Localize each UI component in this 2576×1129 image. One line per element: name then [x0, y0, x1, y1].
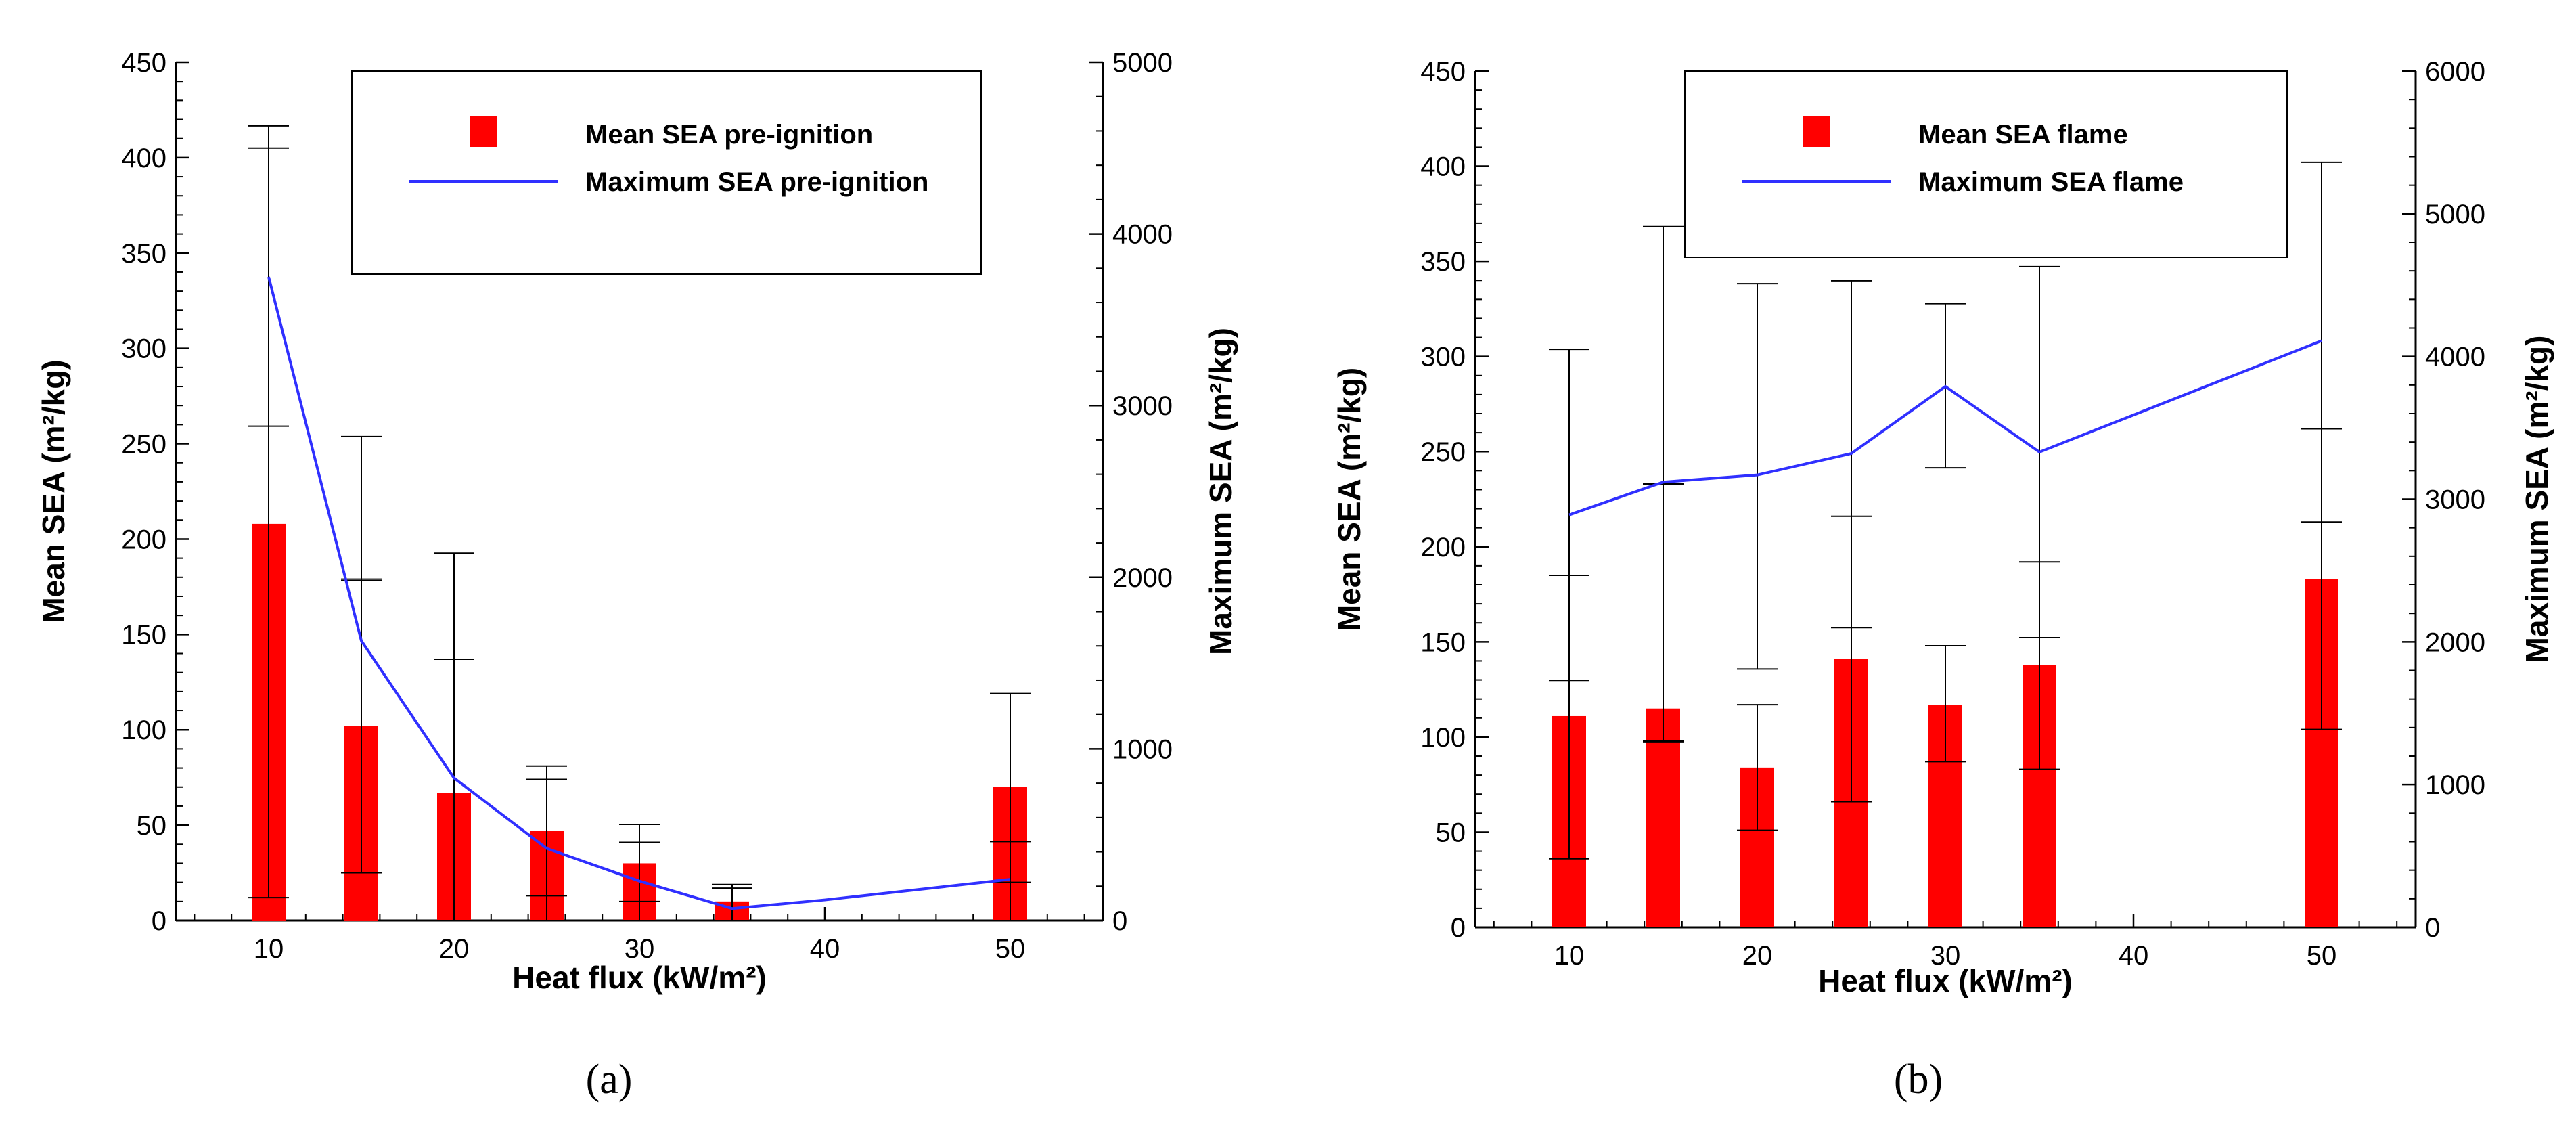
- x-tick-label: 40: [810, 934, 840, 964]
- legend-line-label: Maximum SEA flame: [1918, 167, 2184, 197]
- y-tick-label: 100: [1420, 723, 1466, 753]
- y-tick-label: 300: [121, 334, 166, 364]
- panel-label: (a): [586, 1057, 633, 1103]
- y-tick-label: 150: [121, 620, 166, 650]
- chart-panel-a: 0 50 100 150 200 250 300 350 400 450 0 1000 2000 3000…: [36, 48, 1238, 1103]
- y2-axis-title: Maximum SEA (m²/kg): [1203, 328, 1238, 655]
- x-tick-label: 50: [2307, 941, 2337, 971]
- legend-line-label: Maximum SEA pre-ignition: [585, 167, 928, 197]
- x-tick-label: 10: [1554, 941, 1585, 971]
- y-tick-label: 350: [121, 239, 166, 269]
- y2-tick-label: 6000: [2425, 57, 2485, 87]
- max-sea-line: [267, 276, 1011, 910]
- legend-bar-swatch: [470, 116, 497, 147]
- x-tick-label: 10: [254, 934, 284, 964]
- chart-panel-b: 0 50 100 150 200 250 300 350 400 450 0 1000 2000 3000…: [1332, 57, 2554, 1103]
- legend-bar-label: Mean SEA flame: [1918, 120, 2128, 150]
- y2-tick-label: 2000: [2425, 627, 2485, 657]
- y-tick-label: 450: [1420, 57, 1466, 87]
- y2-tick-label: 3000: [2425, 485, 2485, 515]
- y-tick-label: 300: [1420, 342, 1466, 372]
- y-tick-label: 250: [1420, 437, 1466, 467]
- y-tick-label: 50: [1436, 818, 1466, 847]
- y-axis-title: Mean SEA (m²/kg): [36, 359, 71, 623]
- y-tick-label: 100: [121, 715, 166, 745]
- x-tick-label: 20: [1742, 941, 1773, 971]
- y2-tick-label: 3000: [1112, 391, 1173, 421]
- y-tick-label: 400: [1420, 152, 1466, 182]
- y2-tick-label: 1000: [2425, 770, 2485, 800]
- y2-tick-label: 0: [2425, 913, 2440, 943]
- y-axis-title: Mean SEA (m²/kg): [1332, 368, 1367, 631]
- legend-box: [351, 70, 982, 275]
- x-tick-label: 30: [1930, 941, 1961, 971]
- y-tick-label: 150: [1420, 627, 1466, 657]
- y2-tick-label: 4000: [1112, 220, 1173, 250]
- y2-tick-label: 1000: [1112, 734, 1173, 764]
- y2-tick-label: 5000: [1112, 48, 1173, 78]
- y-tick-label: 400: [121, 143, 166, 173]
- y-tick-label: 350: [1420, 247, 1466, 277]
- x-tick-label: 30: [625, 934, 655, 964]
- y-tick-label: 0: [1451, 913, 1466, 943]
- bar: [1646, 708, 1680, 927]
- y-tick-label: 200: [121, 525, 166, 554]
- y-tick-label: 0: [152, 906, 166, 936]
- legend-box: [1684, 70, 2288, 258]
- legend-bar-swatch: [1803, 116, 1830, 147]
- y-tick-label: 250: [121, 430, 166, 460]
- x-tick-label: 40: [2119, 941, 2149, 971]
- panel-label: (b): [1894, 1057, 1943, 1103]
- legend-bar-label: Mean SEA pre-ignition: [585, 120, 873, 150]
- x-axis-title: Heat flux (kW/m²): [1818, 963, 2073, 998]
- y2-tick-label: 0: [1112, 906, 1127, 936]
- x-axis-title: Heat flux (kW/m²): [512, 960, 767, 995]
- y-tick-label: 450: [121, 48, 166, 78]
- x-tick-label: 50: [995, 934, 1026, 964]
- x-tick-label: 20: [439, 934, 470, 964]
- y-tick-label: 200: [1420, 533, 1466, 562]
- y-tick-label: 50: [137, 811, 167, 841]
- max-sea-line: [1568, 339, 2322, 516]
- y2-tick-label: 5000: [2425, 200, 2485, 229]
- y2-tick-label: 2000: [1112, 563, 1173, 593]
- y2-axis-title: Maximum SEA (m²/kg): [2519, 336, 2554, 663]
- y2-tick-label: 4000: [2425, 342, 2485, 372]
